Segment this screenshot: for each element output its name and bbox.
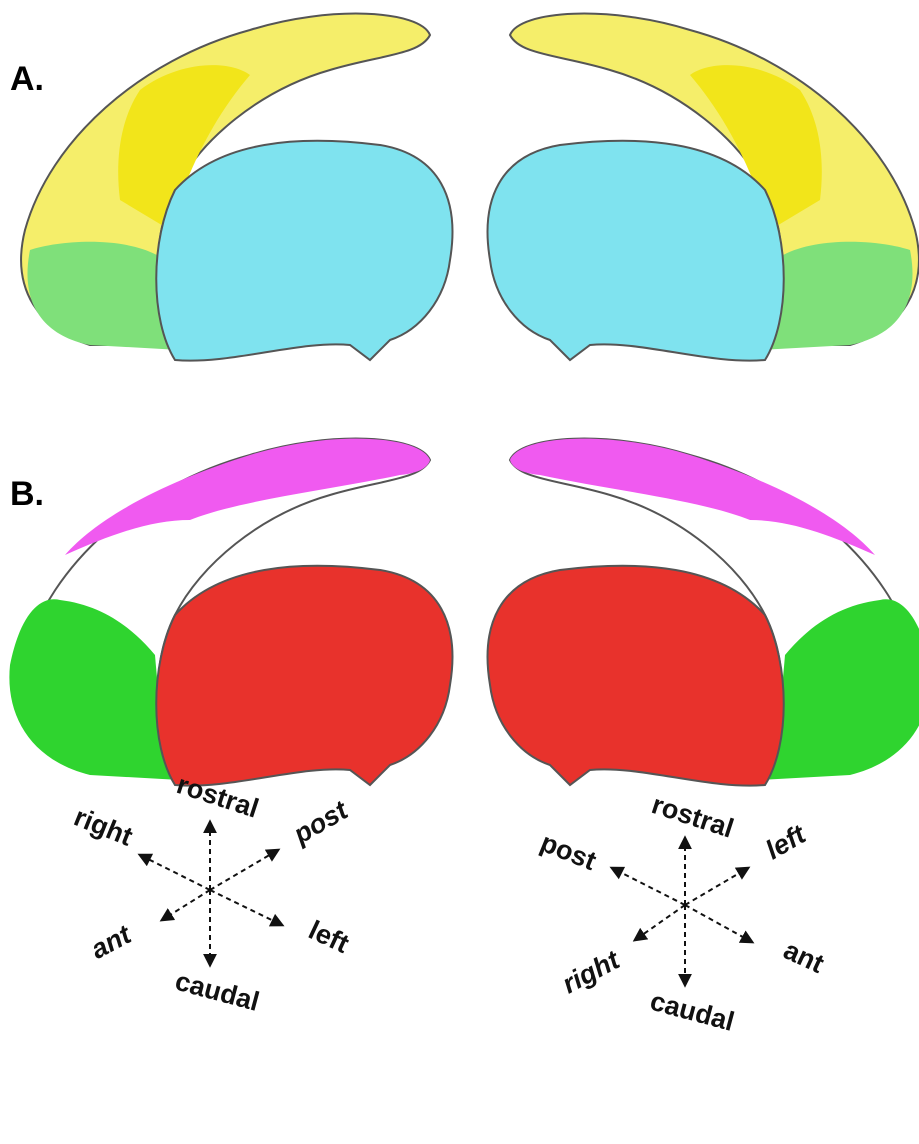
render-b-left (9, 439, 452, 786)
render-b-right (488, 439, 919, 786)
direction-label: caudal (172, 966, 262, 1017)
direction-label: post (536, 827, 600, 876)
direction-label: right (70, 802, 137, 852)
panel-label: B. (10, 475, 44, 513)
direction-label: right (557, 944, 625, 999)
panel-label: A. (10, 60, 44, 98)
orientation-compass: rostral right post ant left caudal (70, 769, 354, 1017)
orientation-compass: rostral post left right ant caudal (536, 789, 828, 1037)
figure: A. B. rostral right post ant (0, 0, 919, 1144)
direction-label: left (760, 819, 811, 866)
render-a-right (488, 14, 919, 361)
direction-label: left (304, 915, 353, 959)
direction-label: ant (86, 919, 137, 965)
direction-label: rostral (648, 789, 737, 844)
direction-label: caudal (647, 986, 737, 1037)
direction-label: post (287, 794, 353, 849)
render-a-left (21, 14, 452, 361)
direction-label: ant (779, 935, 828, 979)
